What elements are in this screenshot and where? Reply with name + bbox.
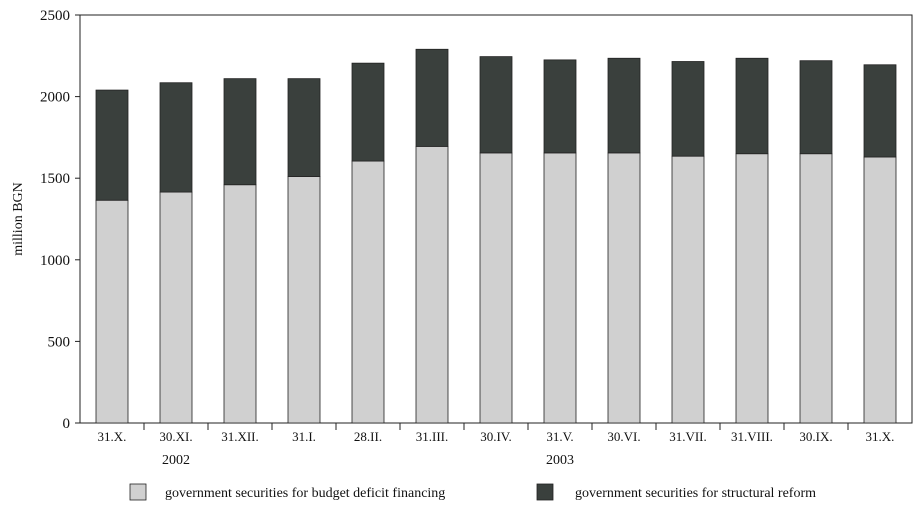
x-tick-label: 31.III. xyxy=(416,429,449,444)
bar-segment-budget-deficit xyxy=(288,177,320,423)
bar-segment-budget-deficit xyxy=(416,146,448,423)
bar-segment-structural-reform xyxy=(224,79,256,185)
x-tick-label: 30.XI. xyxy=(159,429,192,444)
bar-segment-budget-deficit xyxy=(864,157,896,423)
x-tick-label: 28.II. xyxy=(354,429,382,444)
x-tick-label: 30.VI. xyxy=(607,429,640,444)
y-axis-label: million BGN xyxy=(11,182,26,256)
bar-segment-structural-reform xyxy=(864,65,896,157)
x-tick-label: 30.IX. xyxy=(799,429,832,444)
bar-segment-structural-reform xyxy=(288,79,320,177)
bar-segment-budget-deficit xyxy=(608,153,640,423)
bar-segment-budget-deficit xyxy=(800,154,832,423)
bar-segment-structural-reform xyxy=(352,63,384,161)
x-tick-label: 31.VIII. xyxy=(731,429,773,444)
x-tick-label: 30.IV. xyxy=(480,429,512,444)
bar-segment-structural-reform xyxy=(160,83,192,192)
x-tick-label: 31.X. xyxy=(866,429,895,444)
x-tick-label: 31.XII. xyxy=(221,429,259,444)
bar-segment-budget-deficit xyxy=(352,161,384,423)
bar-segment-budget-deficit xyxy=(96,200,128,423)
bars xyxy=(96,49,896,423)
legend-swatch xyxy=(537,484,553,500)
legend-swatch xyxy=(130,484,146,500)
y-tick-label: 500 xyxy=(48,334,71,350)
y-tick-label: 2000 xyxy=(40,90,70,106)
x-tick-label: 31.X. xyxy=(98,429,127,444)
bar-segment-budget-deficit xyxy=(480,153,512,423)
bar-segment-structural-reform xyxy=(544,60,576,153)
bar-segment-structural-reform xyxy=(672,62,704,157)
bar-segment-structural-reform xyxy=(416,49,448,146)
bar-segment-budget-deficit xyxy=(160,192,192,423)
bar-segment-structural-reform xyxy=(480,57,512,153)
y-tick-label: 2500 xyxy=(40,8,70,24)
year-label: 2002 xyxy=(162,453,190,468)
legend-label: government securities for budget deficit… xyxy=(165,486,445,501)
y-tick-label: 1000 xyxy=(40,253,70,269)
bar-segment-budget-deficit xyxy=(224,185,256,423)
x-tick-label: 31.VII. xyxy=(669,429,707,444)
x-tick-label: 31.I. xyxy=(292,429,316,444)
bar-segment-structural-reform xyxy=(736,58,768,153)
bar-segment-budget-deficit xyxy=(672,156,704,423)
bar-segment-structural-reform xyxy=(800,61,832,154)
legend-label: government securities for structural ref… xyxy=(575,486,816,501)
x-tick-label: 31.V. xyxy=(546,429,573,444)
y-tick-label: 1500 xyxy=(40,171,70,187)
bar-segment-structural-reform xyxy=(96,90,128,200)
bar-segment-structural-reform xyxy=(608,58,640,153)
bar-segment-budget-deficit xyxy=(544,153,576,423)
y-tick-label: 0 xyxy=(63,416,71,432)
legend: government securities for budget deficit… xyxy=(130,484,816,501)
year-label: 2003 xyxy=(546,453,574,468)
bar-segment-budget-deficit xyxy=(736,154,768,423)
